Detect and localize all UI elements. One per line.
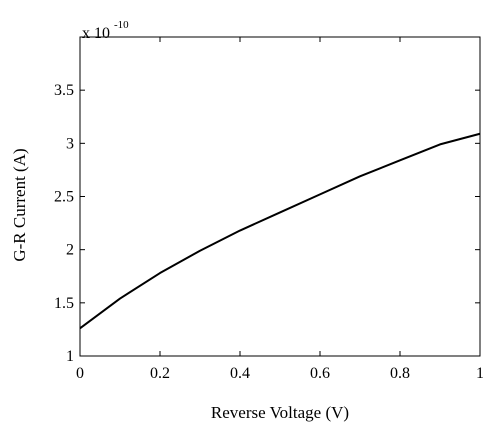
y-axis-ticks: 1 1.5 2 2.5 3 3.5 [54,82,480,365]
y-tick-label: 3 [66,135,74,152]
y-multiplier-exponent: -10 [114,19,129,31]
plot-area [79,36,481,357]
x-tick-label: 0.8 [390,365,410,382]
y-tick-label: 1 [66,348,74,365]
y-tick-label: 2 [66,242,74,259]
y-tick-label: 3.5 [54,82,74,99]
x-tick-label: 0.2 [150,365,170,382]
x-tick-label: 1 [476,365,483,382]
y-axis-label: G-R Current (A) [10,148,29,261]
x-axis-label: Reverse Voltage (V) [211,403,349,422]
y-multiplier-base: x 10 [82,25,110,42]
x-tick-label: 0.4 [230,365,250,382]
y-tick-label: 1.5 [54,295,74,312]
series-line [79,132,481,330]
x-tick-label: 0.6 [310,365,330,382]
x-tick-label: 0 [76,365,84,382]
y-tick-label: 2.5 [54,189,74,206]
y-multiplier: x 10 -10 [82,19,129,42]
x-axis-ticks: 0 0.2 0.4 0.6 0.8 1 [76,37,483,382]
series-layer [79,132,481,330]
